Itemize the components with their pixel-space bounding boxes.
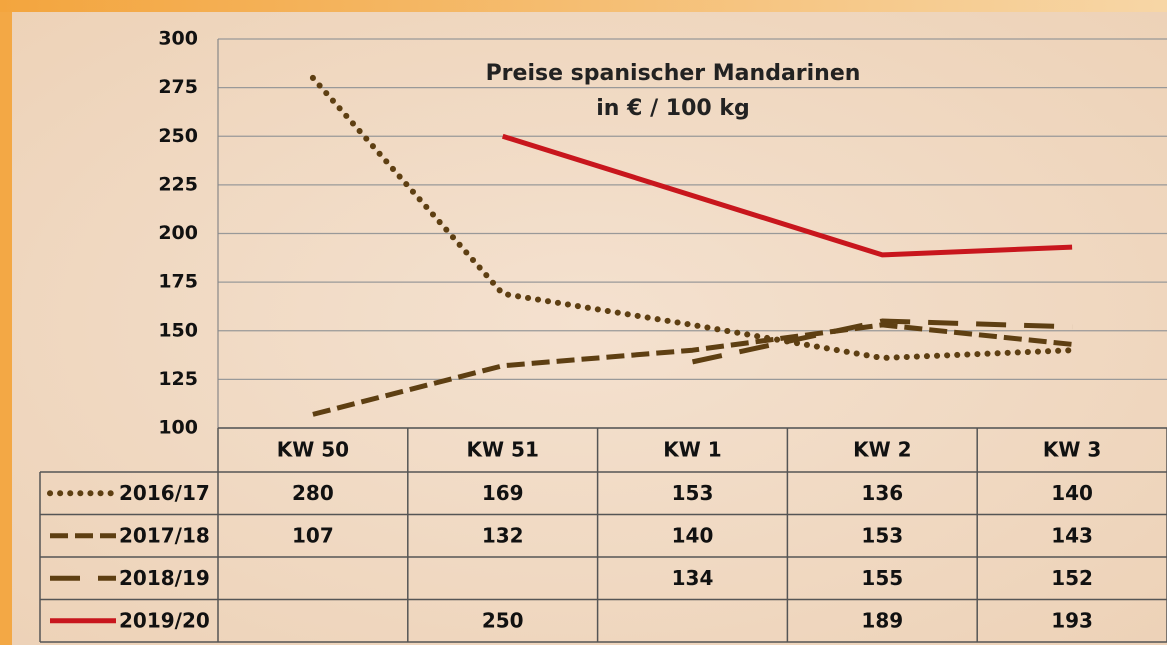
table-value: 140 [672, 523, 714, 547]
table-value: 189 [861, 608, 903, 632]
series-line [691, 318, 1073, 365]
y-tick-label: 100 [158, 417, 198, 439]
y-tick-label: 175 [158, 271, 198, 293]
table-value: 134 [672, 566, 714, 590]
table-value: 193 [1051, 608, 1093, 632]
y-tick-label: 275 [158, 76, 198, 98]
table-value: 152 [1051, 566, 1093, 590]
x-tick-label: KW 3 [1043, 438, 1101, 462]
chart-subtitle: in € / 100 kg [596, 96, 749, 121]
top-edge [0, 0, 1167, 12]
y-tick-label: 200 [158, 222, 198, 244]
series-line [309, 74, 1076, 361]
legend-label: 2018/19 [119, 566, 210, 590]
table-value: 169 [482, 481, 524, 505]
table-value: 132 [482, 523, 524, 547]
legend-label: 2017/18 [119, 523, 210, 547]
x-tick-label: KW 2 [853, 438, 911, 462]
table-value: 250 [482, 608, 524, 632]
y-tick-label: 225 [158, 173, 198, 195]
y-tick-label: 250 [158, 125, 198, 147]
left-edge [0, 0, 12, 645]
x-tick-label: KW 1 [663, 438, 721, 462]
chart-title: Preise spanischer Mandarinen [486, 61, 861, 86]
table-value: 140 [1051, 481, 1093, 505]
y-tick-label: 125 [158, 368, 198, 390]
table-value: 143 [1051, 523, 1093, 547]
table-value: 280 [292, 481, 334, 505]
legend-label: 2016/17 [119, 481, 210, 505]
table-value: 107 [292, 523, 334, 547]
x-tick-label: KW 50 [277, 438, 349, 462]
y-tick-label: 300 [158, 28, 198, 50]
table-value: 153 [672, 481, 714, 505]
series-line [501, 133, 1073, 258]
table-value: 155 [861, 566, 903, 590]
x-tick-label: KW 51 [467, 438, 539, 462]
legend-label: 2019/20 [119, 608, 210, 632]
table-value: 153 [861, 523, 903, 547]
y-tick-label: 150 [158, 319, 198, 341]
table-value: 136 [861, 481, 903, 505]
series-line [312, 322, 1073, 417]
